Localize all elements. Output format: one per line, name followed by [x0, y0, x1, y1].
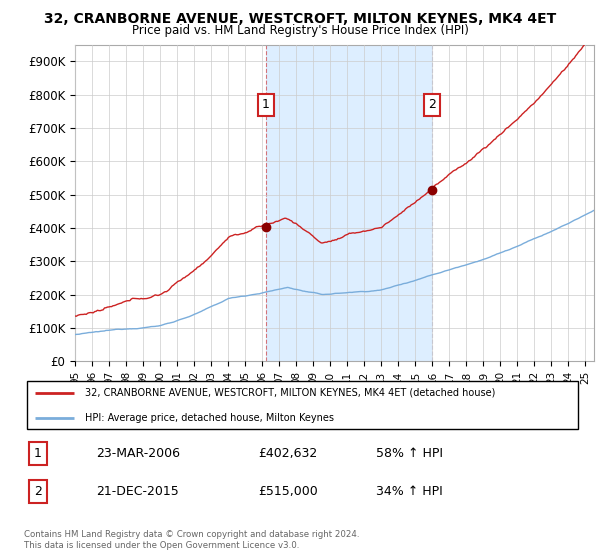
Text: 58% ↑ HPI: 58% ↑ HPI: [376, 447, 443, 460]
Text: 2: 2: [34, 485, 42, 498]
Text: HPI: Average price, detached house, Milton Keynes: HPI: Average price, detached house, Milt…: [85, 413, 334, 423]
Text: 2: 2: [428, 98, 436, 111]
FancyBboxPatch shape: [27, 381, 578, 428]
Text: Price paid vs. HM Land Registry's House Price Index (HPI): Price paid vs. HM Land Registry's House …: [131, 24, 469, 36]
Text: 1: 1: [34, 447, 42, 460]
Text: £402,632: £402,632: [259, 447, 317, 460]
Text: This data is licensed under the Open Government Licence v3.0.: This data is licensed under the Open Gov…: [24, 541, 299, 550]
Text: 21-DEC-2015: 21-DEC-2015: [97, 485, 179, 498]
Text: 1: 1: [262, 98, 270, 111]
Text: 32, CRANBORNE AVENUE, WESTCROFT, MILTON KEYNES, MK4 4ET (detached house): 32, CRANBORNE AVENUE, WESTCROFT, MILTON …: [85, 388, 496, 398]
Text: £515,000: £515,000: [259, 485, 318, 498]
Bar: [266, 45, 432, 361]
Text: 32, CRANBORNE AVENUE, WESTCROFT, MILTON KEYNES, MK4 4ET: 32, CRANBORNE AVENUE, WESTCROFT, MILTON …: [44, 12, 556, 26]
Text: 23-MAR-2006: 23-MAR-2006: [97, 447, 181, 460]
Text: Contains HM Land Registry data © Crown copyright and database right 2024.: Contains HM Land Registry data © Crown c…: [24, 530, 359, 539]
Text: 34% ↑ HPI: 34% ↑ HPI: [376, 485, 442, 498]
